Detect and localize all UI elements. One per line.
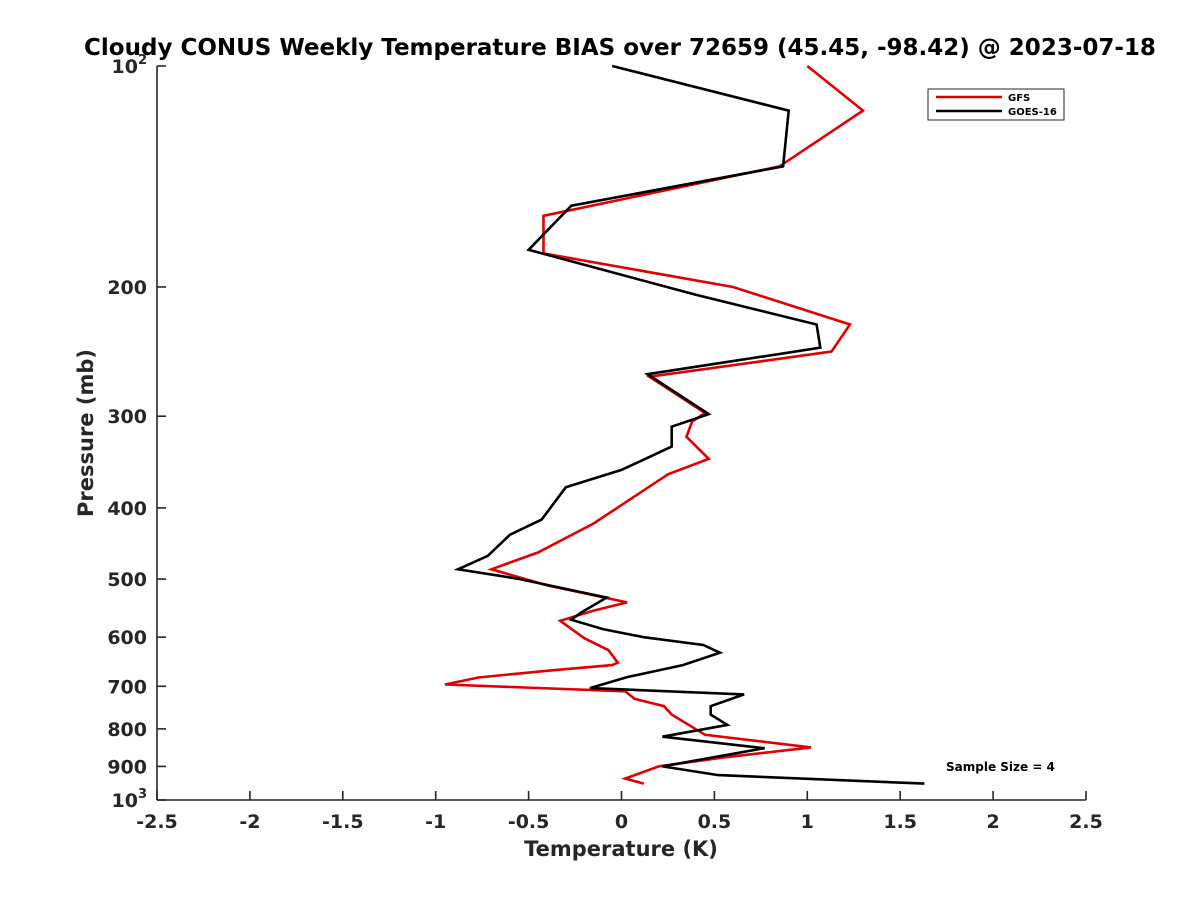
series-line-gfs (444, 64, 866, 785)
y-tick-label: 800 (107, 719, 147, 741)
sample-size-annotation: Sample Size = 4 (946, 760, 1055, 774)
x-tick-label: 1.5 (883, 811, 917, 833)
y-tick-label: 900 (107, 756, 147, 778)
plot-area: -2.5 -2 -1.5 -1 -0.5 0 0.5 1 1.5 2 2.5 102 200 300 40… (107, 53, 1103, 833)
x-tick-label: -1.5 (322, 811, 364, 833)
legend-label-goes16: GOES-16 (1008, 107, 1057, 118)
x-axis-label: Temperature (K) (524, 837, 718, 861)
x-tick-label: 2 (986, 811, 999, 833)
y-tick-label: 500 (107, 569, 147, 591)
legend: GFS GOES-16 (927, 88, 1065, 121)
y-tick-label: 300 (107, 406, 147, 428)
chart-title: Cloudy CONUS Weekly Temperature BIAS ove… (84, 35, 1156, 61)
x-tick-label: 0 (615, 811, 628, 833)
y-tick-label: 200 (107, 277, 147, 299)
y-tick-label: 600 (107, 627, 147, 649)
x-ticks: -2.5 -2 -1.5 -1 -0.5 0 0.5 1 1.5 2 2.5 (136, 791, 1103, 833)
x-tick-label: 0.5 (698, 811, 732, 833)
x-tick-label: 2.5 (1069, 811, 1103, 833)
y-tick-label: 400 (107, 498, 147, 520)
y-tick-label: 102 (112, 53, 148, 78)
x-tick-label: -0.5 (508, 811, 550, 833)
series-layer (444, 64, 925, 785)
legend-box (927, 88, 1065, 121)
x-tick-label: -2.5 (136, 811, 178, 833)
x-tick-label: 1 (801, 811, 814, 833)
y-tick-label: 103 (112, 787, 148, 812)
legend-label-gfs: GFS (1008, 93, 1030, 104)
y-axis-label: Pressure (mb) (74, 349, 98, 517)
y-tick-label: 700 (107, 676, 147, 698)
y-ticks: 102 200 300 400 500 600 700 800 900 103 (107, 53, 166, 812)
x-tick-label: -2 (239, 811, 260, 833)
series-line-goes16 (453, 64, 925, 785)
x-tick-label: -1 (425, 811, 446, 833)
